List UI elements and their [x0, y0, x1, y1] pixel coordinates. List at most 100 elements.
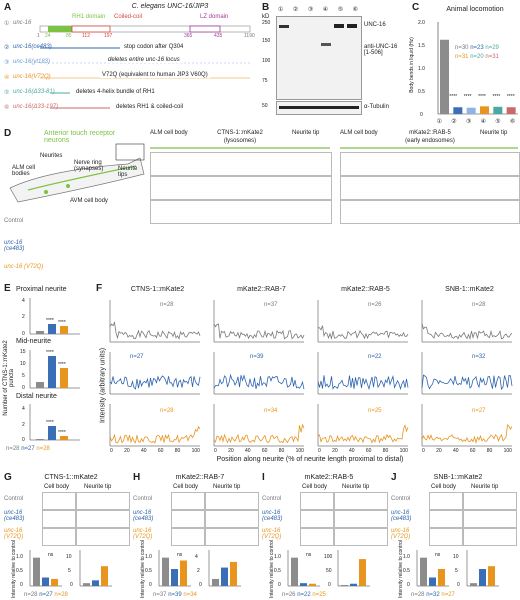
- f-xtick: 0: [318, 448, 321, 454]
- rh1-domain-box: [48, 26, 72, 32]
- gj-micrograph: [205, 510, 259, 528]
- e-tick: 2: [22, 422, 25, 428]
- protein-bar: [39, 25, 251, 33]
- gj-tick: 0: [407, 582, 410, 588]
- gj-row-control: Control: [133, 496, 153, 502]
- gj-tick: 1.0: [403, 554, 410, 560]
- chart-c-plot: [437, 22, 518, 115]
- gj-micrograph: [300, 492, 334, 510]
- panel-a-label: A: [4, 2, 12, 13]
- gj-ns: ns: [177, 552, 183, 558]
- lane-labels: ① ② ③ ④ ⑤ ⑥: [278, 6, 358, 13]
- f-n-orange: n=27: [472, 408, 486, 414]
- f-col-title: SNB-1::mKate2: [445, 286, 494, 293]
- c-star: ****: [463, 94, 472, 100]
- c-bar: [440, 39, 449, 114]
- gj-bar: [221, 567, 228, 586]
- e-bar: [60, 326, 68, 334]
- f-n-blue: n=39: [250, 354, 264, 360]
- marker-250: 250: [262, 20, 271, 26]
- gj-micrograph: [429, 492, 463, 510]
- e-n-value: n=28: [6, 446, 20, 452]
- f-n-gray: n=26: [368, 302, 382, 308]
- c-star: ****: [506, 94, 515, 100]
- gj-tick: 0: [457, 582, 460, 588]
- e-tick: 4: [22, 298, 25, 304]
- f-xtick: 40: [140, 448, 147, 454]
- gj-bar-plot: [416, 550, 499, 587]
- gj-micrograph: [205, 528, 259, 546]
- e-bar: [60, 368, 68, 388]
- f-n-orange: n=28: [160, 408, 174, 414]
- gj-tick: 0: [70, 582, 73, 588]
- f-xtick: 80: [382, 448, 389, 454]
- gj-bar: [488, 566, 495, 586]
- d-alm: ALM cell bodies: [12, 165, 36, 177]
- pos-85: 85: [66, 33, 72, 39]
- f-xtick: 0: [214, 448, 217, 454]
- antibody-label: anti-UNC-16 [1-506]: [364, 44, 398, 56]
- allele-4-name: unc-16(V72Q): [13, 74, 51, 80]
- f-n-blue: n=32: [472, 354, 486, 360]
- f-xtick: 60: [261, 448, 268, 454]
- gj-bar: [309, 583, 316, 586]
- gj-cell-label: Cell body: [173, 484, 199, 490]
- gj-bar-plot: [287, 550, 370, 587]
- gj-n: n=37 n=39 n=34: [153, 592, 197, 598]
- gj-tick: 5: [455, 568, 458, 574]
- gj-row-v72q: unc-16 (V72Q): [262, 528, 282, 540]
- gj-ns: ns: [306, 552, 312, 558]
- lane-label: ②: [292, 7, 299, 13]
- gj-tick: 10: [453, 554, 459, 560]
- f-line-plots: [109, 300, 513, 447]
- d-row-ce483: unc-16 (ce483): [4, 240, 25, 252]
- e-bar: [36, 439, 44, 440]
- lane-label: ③: [307, 7, 314, 13]
- f-trace: [109, 375, 201, 390]
- e-bar: [48, 426, 56, 440]
- c-bar: [506, 107, 516, 114]
- allele-4-note: V72Q (equivalent to human JIP3 V60Q): [100, 72, 210, 78]
- f-n-blue: n=22: [368, 354, 382, 360]
- pos-1190: 1190: [244, 33, 255, 39]
- c-stars: **** **** **** **** ****: [446, 94, 518, 100]
- blot-band: [321, 43, 331, 46]
- gj-tick: 10: [66, 554, 72, 560]
- gj-n-value: n=22: [297, 592, 311, 598]
- gj-tick: 0.5: [16, 568, 23, 574]
- rh1-domain-label: RH1 domain: [72, 14, 106, 20]
- allele-6-num: ⑥: [4, 105, 10, 111]
- lane-label: ④: [322, 7, 329, 13]
- panel-d-label: D: [4, 128, 12, 139]
- c-star: ****: [449, 94, 458, 100]
- e-tick: 2: [22, 314, 25, 320]
- f-trace: [213, 373, 305, 390]
- gj-ns: ns: [48, 552, 54, 558]
- gj-n-value: n=39: [168, 592, 182, 598]
- gj-micrograph: [171, 492, 205, 510]
- gj-tick: 4: [195, 554, 198, 560]
- gj-micrograph: [334, 510, 388, 528]
- e-tick: 0: [22, 437, 25, 443]
- gj-n-value: n=27: [441, 592, 455, 598]
- f-n-blue: n=27: [130, 354, 144, 360]
- gj-bar: [341, 585, 348, 586]
- f-xtick: 60: [157, 448, 164, 454]
- marker-50: 50: [262, 103, 268, 109]
- pos-365: 365: [184, 33, 193, 39]
- western-blot-tubulin: [276, 101, 362, 115]
- f-trace: [317, 325, 409, 340]
- e-bar: [36, 382, 44, 388]
- gj-bar-plot: [158, 550, 241, 587]
- coiled-coil-box: [71, 25, 111, 33]
- gj-micrograph: [334, 528, 388, 546]
- f-trace: [421, 323, 513, 341]
- e-tick: 15: [20, 349, 26, 355]
- allele-1-name: unc-16: [13, 20, 32, 26]
- gj-tick: 0.5: [145, 568, 152, 574]
- allele-6-name: unc-16(Δ33-197): [13, 104, 59, 110]
- e-n: n=28 n=27 n=28: [6, 446, 50, 452]
- e-ylabel: Number of CTNS-1::mKate2 puncta: [3, 340, 15, 416]
- panel-e-label: E: [4, 283, 11, 294]
